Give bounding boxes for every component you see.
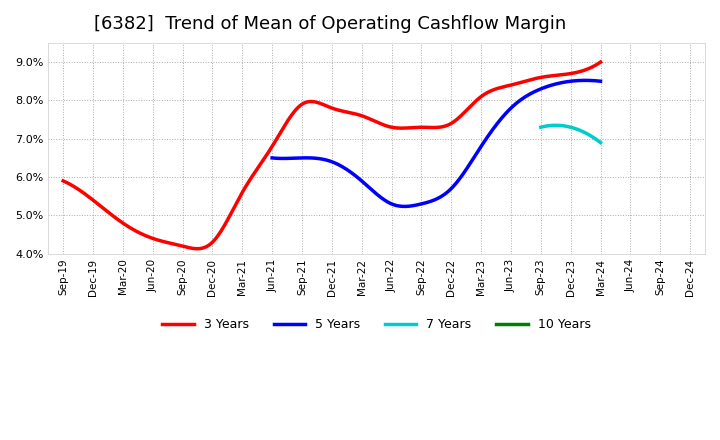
3 Years <box>59 178 68 183</box>
3 Years <box>381 123 390 128</box>
5 Years <box>596 79 605 84</box>
7 Years <box>550 123 559 128</box>
5 Years <box>268 155 276 161</box>
7 Years <box>572 127 581 132</box>
7 Years <box>552 123 560 128</box>
5 Years <box>269 155 277 161</box>
5 Years <box>470 154 479 160</box>
Text: [6382]  Trend of Mean of Operating Cashflow Margin: [6382] Trend of Mean of Operating Cashfl… <box>94 15 567 33</box>
7 Years <box>536 125 545 130</box>
3 Years <box>596 59 605 65</box>
7 Years <box>592 137 600 142</box>
Line: 5 Years: 5 Years <box>272 81 600 206</box>
5 Years <box>567 79 575 84</box>
3 Years <box>60 179 69 184</box>
7 Years <box>596 140 605 145</box>
5 Years <box>546 83 554 88</box>
Legend: 3 Years, 5 Years, 7 Years, 10 Years: 3 Years, 5 Years, 7 Years, 10 Years <box>158 313 595 336</box>
5 Years <box>581 78 590 83</box>
5 Years <box>464 163 473 168</box>
5 Years <box>463 165 472 170</box>
Line: 7 Years: 7 Years <box>541 125 600 143</box>
3 Years <box>390 125 398 130</box>
7 Years <box>568 125 577 130</box>
Line: 3 Years: 3 Years <box>63 62 600 249</box>
3 Years <box>379 122 387 127</box>
3 Years <box>194 246 202 251</box>
7 Years <box>594 138 603 143</box>
5 Years <box>401 204 410 209</box>
3 Years <box>513 81 522 86</box>
7 Years <box>548 123 557 128</box>
3 Years <box>548 73 557 78</box>
